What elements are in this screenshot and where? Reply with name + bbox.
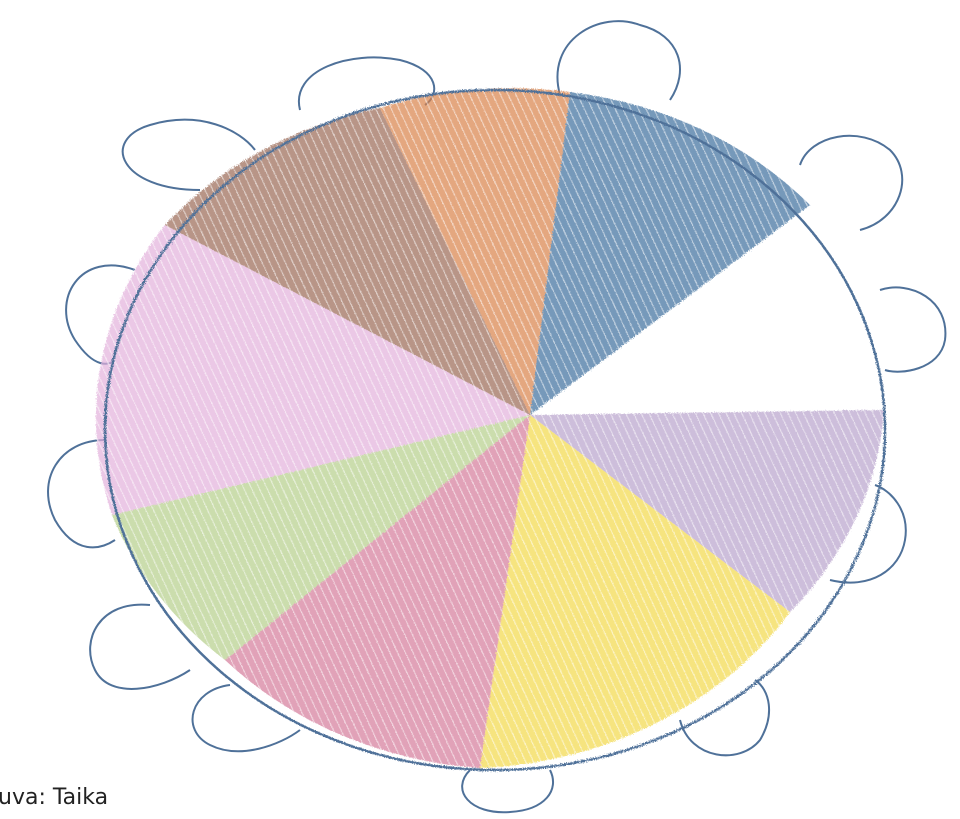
caption: uva: Taika xyxy=(0,785,108,810)
crayon-texture xyxy=(530,92,810,415)
crayon-texture xyxy=(480,415,790,768)
scallop xyxy=(461,769,555,814)
scallop xyxy=(679,679,771,757)
wedges xyxy=(95,88,884,768)
crayon-texture xyxy=(95,225,530,515)
crayon-texture xyxy=(530,410,884,612)
scallop xyxy=(829,484,907,584)
scallop xyxy=(47,439,116,549)
crayon-texture xyxy=(225,415,530,768)
scallop xyxy=(191,684,301,753)
scallop xyxy=(89,603,191,690)
scallops xyxy=(47,20,947,814)
scallop xyxy=(297,56,436,111)
scallop xyxy=(799,134,904,231)
crayon-texture xyxy=(380,88,570,415)
outline xyxy=(103,88,887,772)
scallop xyxy=(121,118,256,191)
crayon-texture xyxy=(112,415,530,660)
scallop xyxy=(556,20,681,101)
crayon-texture xyxy=(165,108,530,415)
scallop xyxy=(879,286,947,373)
